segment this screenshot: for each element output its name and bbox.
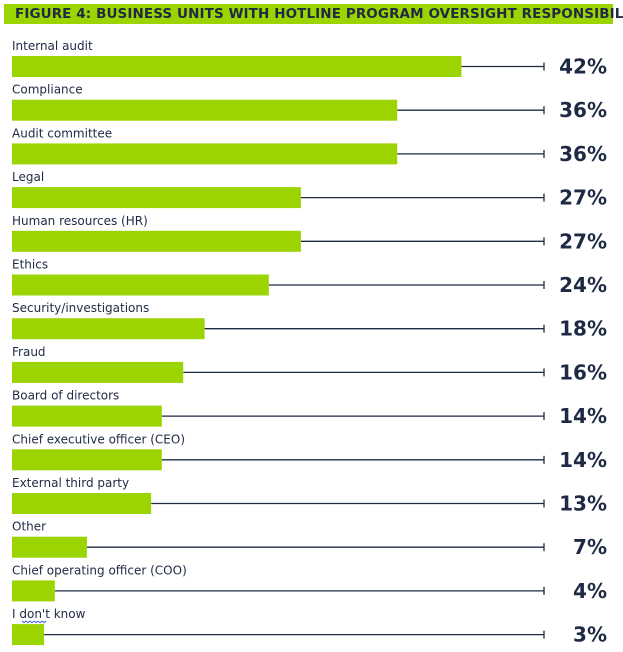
bar bbox=[12, 405, 162, 427]
bar bbox=[12, 143, 398, 165]
bar bbox=[12, 274, 269, 296]
bar bbox=[12, 536, 87, 558]
category-label: Ethics bbox=[12, 258, 48, 272]
category-label: Audit committee bbox=[12, 126, 112, 140]
value-label: 27% bbox=[559, 186, 607, 210]
value-label: 16% bbox=[559, 360, 607, 384]
category-label: Human resources (HR) bbox=[12, 214, 148, 228]
value-label: 42% bbox=[559, 55, 607, 79]
bar bbox=[12, 56, 462, 77]
category-label: Legal bbox=[12, 170, 44, 184]
bar bbox=[12, 187, 301, 209]
category-label: Chief operating officer (COO) bbox=[12, 563, 187, 577]
bar bbox=[12, 230, 301, 252]
value-label: 36% bbox=[559, 142, 607, 166]
bar bbox=[12, 624, 45, 646]
value-label: 13% bbox=[559, 492, 607, 516]
category-label: Security/investigations bbox=[12, 301, 149, 315]
value-label: 7% bbox=[573, 535, 607, 559]
value-label: 14% bbox=[559, 448, 607, 472]
bar bbox=[12, 493, 152, 514]
bar bbox=[12, 449, 162, 471]
bar bbox=[12, 99, 398, 121]
category-label: Compliance bbox=[12, 83, 83, 97]
chart-title-bar: FIGURE 4: BUSINESS UNITS WITH HOTLINE PR… bbox=[4, 4, 623, 24]
bar bbox=[12, 361, 184, 383]
category-label: Fraud bbox=[12, 345, 46, 359]
category-label: Other bbox=[12, 520, 46, 534]
spellcheck-underline bbox=[21, 620, 47, 624]
value-label: 27% bbox=[559, 229, 607, 253]
value-label: 18% bbox=[559, 317, 607, 341]
category-label: I don't know bbox=[12, 607, 86, 621]
value-label: 36% bbox=[559, 98, 607, 122]
value-label: 24% bbox=[559, 273, 607, 297]
category-label: Internal audit bbox=[12, 39, 93, 53]
bar bbox=[12, 580, 55, 602]
value-label: 14% bbox=[559, 404, 607, 428]
category-label: Board of directors bbox=[12, 389, 119, 403]
category-label: External third party bbox=[12, 476, 129, 490]
value-label: 3% bbox=[573, 623, 607, 647]
bar bbox=[12, 318, 205, 340]
value-label: 4% bbox=[573, 579, 607, 603]
category-label: Chief executive officer (CEO) bbox=[12, 432, 185, 446]
chart-title: FIGURE 4: BUSINESS UNITS WITH HOTLINE PR… bbox=[15, 6, 623, 22]
